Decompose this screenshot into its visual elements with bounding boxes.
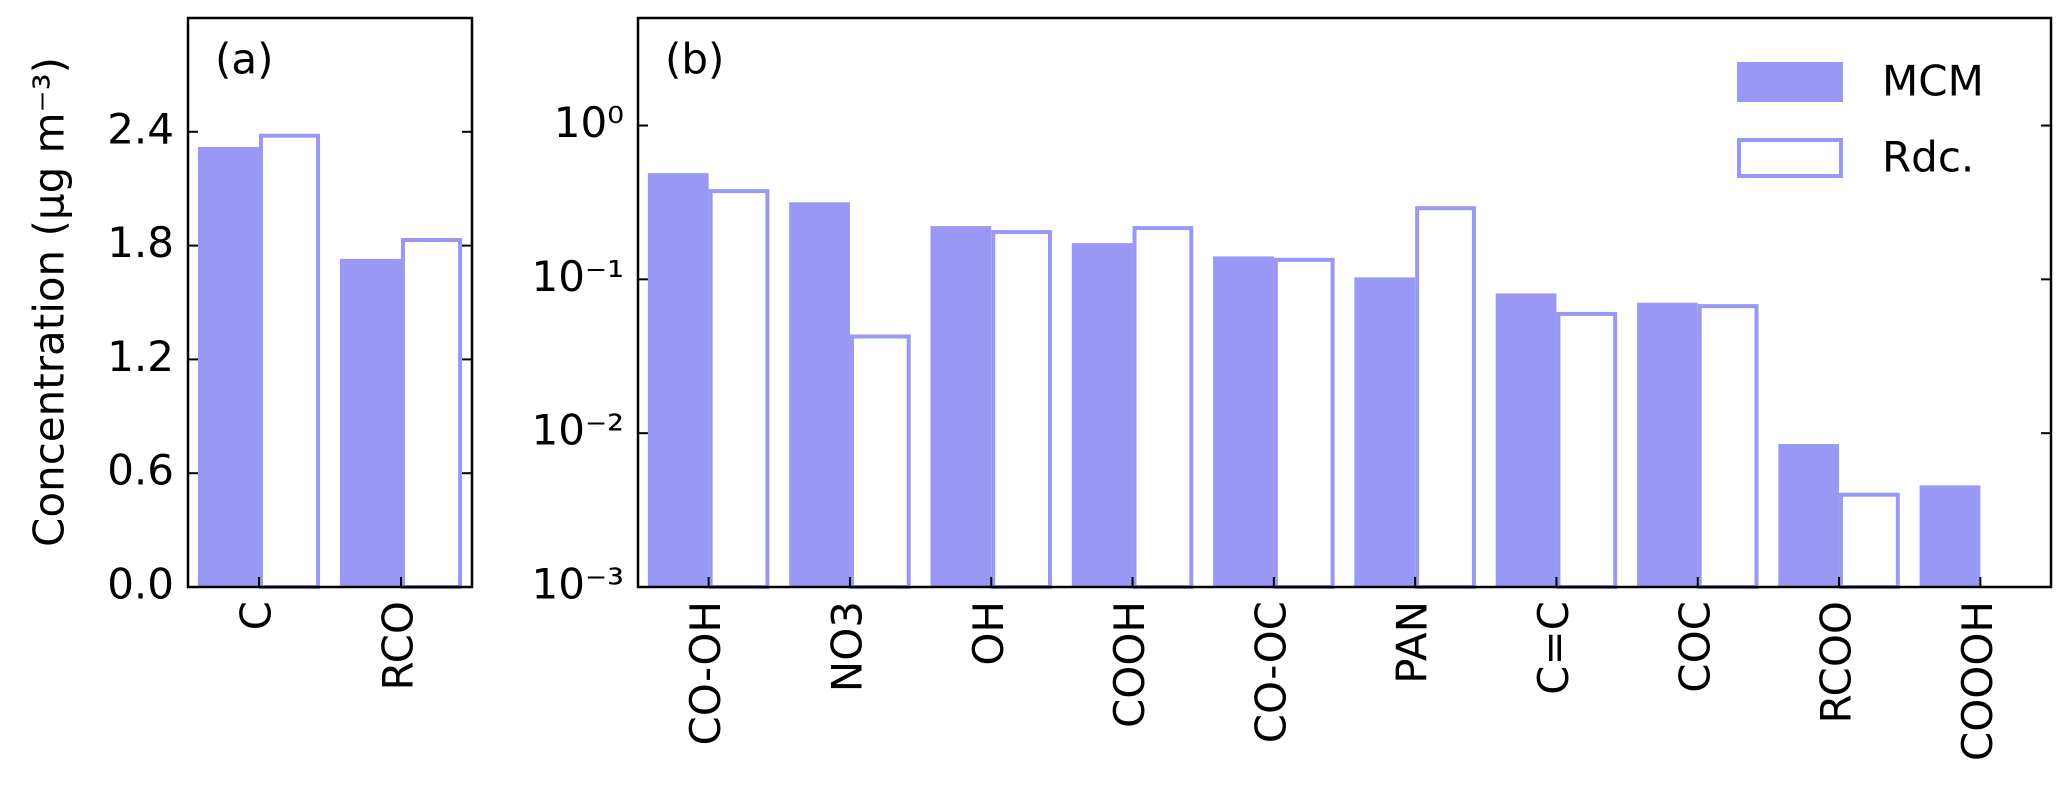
y-tick-label: 0.0 [107, 560, 174, 609]
x-tick-label: NO3 [822, 601, 871, 692]
y-tick-label: 10⁻³ [532, 560, 624, 609]
bar [197, 146, 259, 587]
bar [789, 202, 850, 587]
bar [1919, 485, 1981, 587]
y-tick-label: 2.4 [107, 104, 174, 153]
bar [1495, 293, 1557, 587]
x-tick-label: COOH [1105, 601, 1154, 728]
y-axis-label: Concentration (μg m⁻³) [25, 57, 74, 547]
bar [339, 258, 401, 587]
bar [1636, 302, 1698, 587]
y-tick-label: 10⁰ [554, 98, 624, 147]
legend-label: MCM [1882, 57, 1984, 106]
bar [1556, 311, 1618, 589]
bar [1697, 304, 1759, 589]
bar [1415, 206, 1476, 589]
bar [1071, 243, 1133, 587]
x-tick-label: COC [1670, 601, 1719, 693]
axes-frame [186, 16, 474, 589]
panel-label: (a) [215, 35, 274, 84]
bar [1778, 444, 1840, 587]
y-tick-label: 10⁻¹ [532, 252, 624, 301]
legend-swatch [1737, 138, 1843, 178]
y-tick-label: 10⁻² [532, 406, 624, 455]
x-tick-label: C [232, 601, 281, 630]
bar [849, 334, 911, 590]
bar [401, 238, 463, 589]
panel-label: (b) [665, 35, 724, 84]
bar [930, 226, 992, 587]
bar [1213, 256, 1274, 587]
bar [647, 173, 709, 587]
x-tick-label: C=C [1529, 601, 1578, 695]
legend-label: Rdc. [1882, 133, 1974, 182]
x-tick-label: COOOH [1953, 601, 2002, 761]
axes-frame [636, 16, 2053, 589]
legend-swatch [1737, 62, 1843, 102]
bar [1354, 277, 1416, 587]
y-tick-label: 0.6 [107, 446, 174, 495]
y-tick-label: 1.2 [107, 332, 174, 381]
y-tick-label: 1.8 [107, 218, 174, 267]
x-tick-label: CO-OC [1246, 601, 1295, 743]
bar [259, 133, 321, 590]
x-tick-label: CO-OH [681, 601, 730, 746]
bar [1839, 492, 1900, 590]
bar [991, 230, 1053, 590]
x-tick-label: PAN [1388, 601, 1437, 684]
x-tick-label: RCOO [1812, 601, 1861, 724]
bar [1273, 257, 1335, 589]
x-tick-label: RCO [374, 601, 423, 690]
x-tick-label: OH [964, 601, 1013, 666]
bar [1132, 226, 1194, 589]
bar [708, 189, 770, 590]
